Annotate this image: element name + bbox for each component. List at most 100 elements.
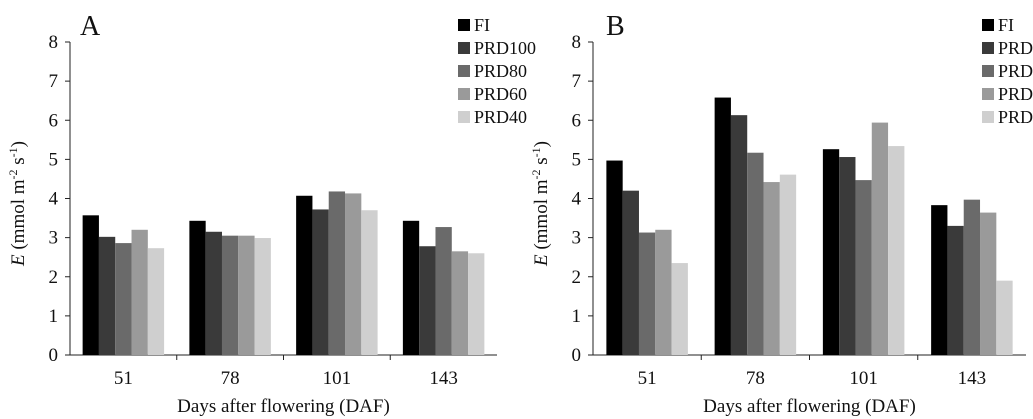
legend-label-prd40: PRD40	[998, 107, 1033, 127]
bar-prd40-78	[779, 174, 797, 355]
y-tick-label: 6	[49, 110, 59, 131]
legend-label-prd100: PRD100	[474, 38, 536, 58]
x-axis-label: Days after flowering (DAF)	[703, 396, 916, 417]
x-tick-label: 101	[323, 368, 352, 389]
y-tick-label: 3	[49, 228, 59, 249]
bar-prd40-101	[361, 210, 378, 355]
legend-label-fi: FI	[998, 15, 1014, 35]
legend-label-prd60: PRD60	[474, 84, 527, 104]
bar-prd80-78	[747, 152, 764, 355]
x-tick-label: 78	[746, 368, 765, 389]
legend-swatch-prd100	[458, 42, 470, 54]
y-tick-label: 0	[572, 345, 582, 366]
bar-fi-143	[402, 220, 420, 355]
y-tick-label: 2	[49, 267, 59, 288]
y-tick-label: 3	[572, 228, 582, 249]
legend-swatch-prd80	[982, 65, 994, 77]
y-axis-label: E (mmol m-2 s-1)	[6, 141, 29, 267]
legend-swatch-fi	[982, 19, 994, 31]
bar-prd100-51	[98, 236, 116, 355]
y-axis-label-part: )	[8, 141, 29, 147]
bar-fi-51	[606, 160, 623, 355]
y-tick-label: 6	[572, 110, 582, 131]
x-tick-label: 78	[221, 368, 240, 389]
legend-swatch-prd40	[982, 111, 994, 123]
y-tick-label: 8	[49, 32, 59, 53]
bar-prd80-143	[963, 199, 981, 355]
bar-prd80-51	[115, 243, 132, 355]
bar-prd40-143	[996, 280, 1013, 355]
bar-prd80-143	[435, 227, 452, 355]
bar-prd100-51	[622, 190, 639, 355]
y-axis-label-part: -1	[529, 147, 543, 157]
y-axis-label-part: E	[531, 254, 552, 267]
bar-fi-101	[296, 195, 313, 355]
bar-prd100-101	[839, 157, 856, 355]
bar-prd80-51	[638, 232, 656, 355]
bar-prd40-78	[254, 238, 271, 355]
y-axis-label-part: (mmol m	[531, 179, 552, 254]
bar-prd60-51	[131, 229, 148, 355]
bar-prd100-101	[312, 209, 329, 355]
x-tick-label: 51	[114, 368, 133, 389]
legend-label-prd60: PRD60	[998, 84, 1033, 104]
x-tick-label: 143	[958, 368, 987, 389]
bar-fi-78	[189, 220, 206, 355]
bar-prd60-143	[980, 212, 997, 355]
legend-swatch-prd60	[982, 88, 994, 100]
y-tick-label: 1	[572, 306, 582, 327]
y-axis-label-part: -2	[6, 169, 20, 179]
bar-prd40-51	[671, 263, 688, 355]
y-tick-label: 4	[572, 189, 582, 210]
bar-prd40-143	[468, 253, 485, 355]
bar-prd60-101	[871, 122, 889, 355]
y-tick-label: 2	[572, 267, 582, 288]
x-axis-label: Days after flowering (DAF)	[177, 396, 390, 417]
bar-prd60-78	[763, 182, 780, 355]
y-axis-label-part: )	[531, 141, 552, 147]
bar-prd40-51	[147, 248, 165, 355]
legend-label-fi: FI	[474, 15, 490, 35]
y-axis-label-part: s	[531, 157, 552, 169]
y-axis-label: E (mmol m-2 s-1)	[529, 141, 552, 267]
y-axis-label-part: (mmol m	[8, 179, 29, 254]
bar-prd80-101	[328, 191, 346, 355]
legend-label-prd80: PRD80	[998, 61, 1033, 81]
x-tick-label: 51	[638, 368, 657, 389]
bar-prd100-143	[947, 225, 964, 355]
legend-label-prd80: PRD80	[474, 61, 527, 81]
y-axis-label-part: E	[8, 254, 29, 267]
bar-prd80-101	[855, 180, 872, 355]
legend: FI PRD100 PRD80 PRD60 PRD40	[982, 15, 1033, 127]
y-tick-label: 0	[49, 345, 59, 366]
legend-swatch-fi	[458, 19, 470, 31]
x-tick-label: 143	[429, 368, 458, 389]
y-tick-label: 5	[572, 149, 582, 170]
y-axis-label-part: -1	[6, 147, 20, 157]
bar-fi-143	[931, 205, 948, 355]
panel-label: B	[606, 11, 625, 42]
legend-label-prd100: PRD100	[998, 38, 1033, 58]
x-tick-label: 101	[849, 368, 878, 389]
y-tick-label: 1	[49, 306, 59, 327]
y-tick-label: 7	[49, 71, 59, 92]
bar-prd100-78	[730, 115, 748, 355]
y-tick-label: 8	[572, 32, 582, 53]
bar-fi-78	[714, 97, 731, 355]
y-axis-label-part: -2	[529, 169, 543, 179]
bar-prd60-51	[655, 229, 672, 355]
legend-swatch-prd40	[458, 111, 470, 123]
bar-prd60-78	[238, 235, 255, 355]
panel-label: A	[80, 11, 101, 42]
bar-prd80-78	[221, 235, 239, 355]
legend-label-prd40: PRD40	[474, 107, 527, 127]
bar-fi-101	[822, 149, 840, 355]
y-tick-label: 4	[49, 189, 59, 210]
legend: FI PRD100 PRD80 PRD60 PRD40	[458, 15, 536, 127]
bar-prd60-143	[451, 251, 469, 355]
bar-fi-51	[82, 215, 99, 355]
y-tick-label: 7	[572, 71, 582, 92]
